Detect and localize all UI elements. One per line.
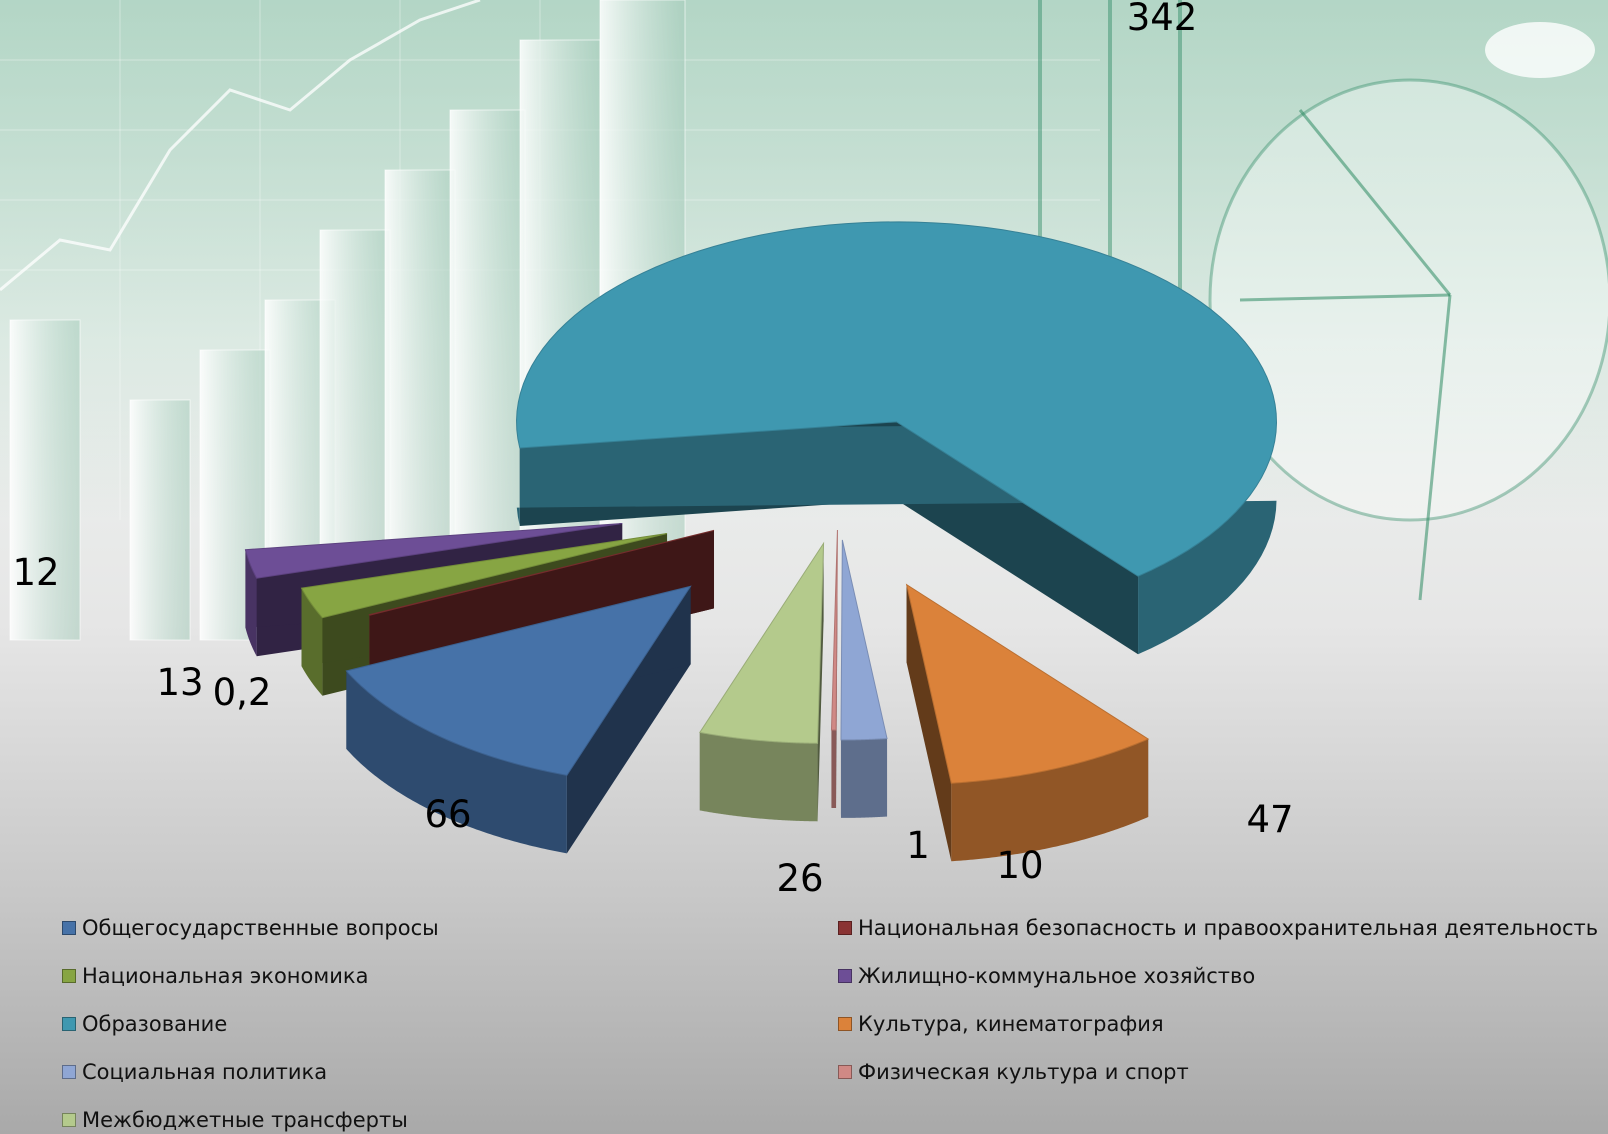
- pie-slice-top: [699, 541, 825, 744]
- pie-slice-top: [300, 532, 668, 619]
- data-label: 1: [906, 824, 930, 867]
- pie-slice-rim: [245, 549, 257, 657]
- data-label: 342: [1127, 0, 1198, 39]
- pie-slice-top: [516, 221, 1278, 577]
- pie-slice-top: [830, 529, 838, 731]
- pie-slice-rim: [699, 732, 818, 822]
- pie-slice-wall: [906, 584, 952, 862]
- data-label: 13: [156, 661, 203, 704]
- pie-slice-top: [345, 585, 692, 776]
- pie-slice-rim: [301, 588, 323, 696]
- data-label: 12: [12, 551, 59, 594]
- data-label: 0,2: [213, 671, 272, 714]
- pie-slice-top: [905, 583, 1150, 784]
- data-label: 26: [776, 857, 823, 900]
- pie-slice-top: [368, 529, 715, 616]
- pie-slice-rim: [840, 738, 888, 818]
- pie-slice-rim: [951, 739, 1149, 862]
- pie-slice: [840, 539, 888, 818]
- data-label: 10: [996, 844, 1043, 887]
- pie-slice: [830, 529, 838, 808]
- pie-slice-top: [840, 539, 888, 741]
- pie-slice-rim: [831, 729, 837, 808]
- pie-slice: [516, 221, 1278, 655]
- pie-slice: [905, 583, 1150, 862]
- data-label: 66: [424, 793, 471, 836]
- data-label: 47: [1246, 798, 1293, 841]
- pie-slice-top: [244, 523, 623, 579]
- pie-slice: [699, 541, 825, 822]
- pie-slice: [345, 585, 692, 854]
